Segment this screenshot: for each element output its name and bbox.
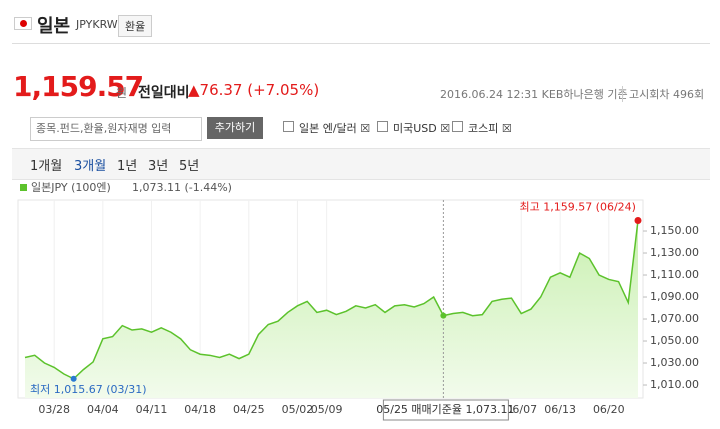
x-tick-label: 06/13 xyxy=(544,403,576,416)
change-label: 전일대비 xyxy=(138,85,190,101)
currency-name: 일본 xyxy=(37,16,71,37)
compare-label: 코스피 xyxy=(468,122,499,135)
tab[interactable]: 1년 xyxy=(117,159,138,174)
price: 1,159.57 xyxy=(13,70,144,103)
compare-label: 일본 엔/달러 xyxy=(299,122,357,135)
divider xyxy=(12,43,710,44)
y-tick-label: 1,010.00 xyxy=(650,378,699,391)
y-tick-label: 1,150.00 xyxy=(650,224,699,237)
tab[interactable]: 3년 xyxy=(148,159,169,174)
max-label: 최고 1,159.57 (06/24) xyxy=(519,200,636,213)
hover-point xyxy=(440,312,447,319)
compare-option[interactable]: 코스피 ☒ xyxy=(452,120,512,136)
compare-label: 미국USD xyxy=(393,122,437,135)
tooltip: 05/25 매매기준율 1,073.11 xyxy=(376,403,514,416)
x-tick-label: 06/07 xyxy=(505,403,537,416)
x-tick-label: 04/11 xyxy=(136,403,168,416)
line xyxy=(24,220,639,380)
y-tick-label: 1,130.00 xyxy=(650,246,699,259)
min-label: 최저 1,015.67 (03/31) xyxy=(30,383,147,396)
y-tick-label: 1,070.00 xyxy=(650,312,699,325)
tab[interactable]: 3개월 xyxy=(74,159,107,174)
y-tick-label: 1,090.00 xyxy=(650,290,699,303)
x-tick-label: 05/09 xyxy=(311,403,343,416)
tooltip-box xyxy=(382,399,509,421)
tab[interactable]: 1개월 xyxy=(30,159,63,174)
x-tick-label: 05/02 xyxy=(282,403,314,416)
compare-option[interactable]: 미국USD ☒ xyxy=(377,120,450,136)
legend-note: 1,073.11 (-1.44%) xyxy=(132,181,232,194)
x-tick-label: 04/04 xyxy=(87,403,119,416)
area xyxy=(25,220,638,398)
add-button[interactable]: 추가하기 xyxy=(207,117,263,139)
legend-swatch xyxy=(20,184,27,191)
tab[interactable]: 5년 xyxy=(179,159,200,174)
chart: 일본JPY (100엔) 1,073.11 (-1.44%) 1,010.00 1… xyxy=(17,180,699,421)
y-tick-label: 1,110.00 xyxy=(650,268,699,281)
flag xyxy=(14,17,32,30)
x-tick-label: 04/18 xyxy=(184,403,216,416)
search-input[interactable]: 종목.펀드,환율,원자재명 입력 xyxy=(30,117,202,141)
price-unit: 원 xyxy=(116,86,128,100)
currency-code: JPYKRW xyxy=(76,18,118,31)
x-tick-label: 06/20 xyxy=(593,403,625,416)
x-tick-label: 04/25 xyxy=(233,403,265,416)
min-point xyxy=(70,375,77,382)
max-point xyxy=(634,216,642,224)
tab-bar xyxy=(12,148,710,180)
exchange-button[interactable]: 환율 xyxy=(118,15,153,37)
quote-round: 고시회차 496회 xyxy=(622,86,704,102)
quote-info: 2016.06.24 12:31 KEB하나은행 기준 xyxy=(440,88,628,101)
legend-label: 일본JPY (100엔) xyxy=(31,180,111,194)
compare-option[interactable]: 일본 엔/달러 ☒ xyxy=(283,120,370,136)
change: ▲76.37 (+7.05%) xyxy=(188,81,320,99)
y-tick-label: 1,030.00 xyxy=(650,356,699,369)
y-tick-label: 1,050.00 xyxy=(650,334,699,347)
x-tick-label: 03/28 xyxy=(38,403,70,416)
